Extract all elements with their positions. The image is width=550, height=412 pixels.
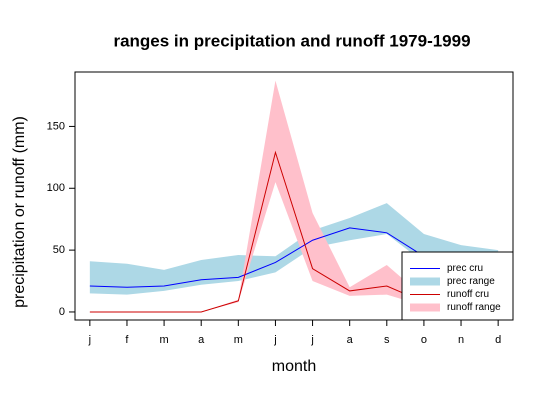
x-tick-label: f bbox=[125, 334, 129, 346]
x-axis-label: month bbox=[272, 358, 316, 375]
legend-label: runoff range bbox=[447, 302, 501, 313]
x-tick-label: a bbox=[198, 334, 205, 346]
x-tick-label: m bbox=[234, 334, 243, 346]
x-tick-label: d bbox=[495, 334, 501, 346]
chart-title: ranges in precipitation and runoff 1979-… bbox=[113, 31, 470, 50]
plot-frame bbox=[74, 71, 514, 321]
x-tick-label: a bbox=[347, 334, 354, 346]
y-tick-label: 100 bbox=[47, 182, 65, 194]
range-band bbox=[89, 80, 499, 312]
x-tick-label: s bbox=[384, 334, 390, 346]
x-tick-label: j bbox=[273, 334, 276, 346]
y-tick-label: 150 bbox=[47, 120, 65, 132]
legend-label: prec range bbox=[447, 276, 495, 287]
range-band bbox=[89, 203, 499, 295]
x-tick-label: n bbox=[458, 334, 464, 346]
x-tick-label: m bbox=[159, 334, 168, 346]
y-tick-label: 50 bbox=[53, 244, 65, 256]
legend-label: runoff cru bbox=[447, 289, 489, 300]
x-tick-label: j bbox=[88, 334, 91, 346]
x-tick-label: j bbox=[310, 334, 313, 346]
legend-label: prec cru bbox=[447, 263, 483, 274]
y-axis-label: precipitation or runoff (mm) bbox=[11, 116, 28, 308]
y-tick-label: 0 bbox=[59, 306, 65, 318]
x-tick-label: o bbox=[421, 334, 427, 346]
